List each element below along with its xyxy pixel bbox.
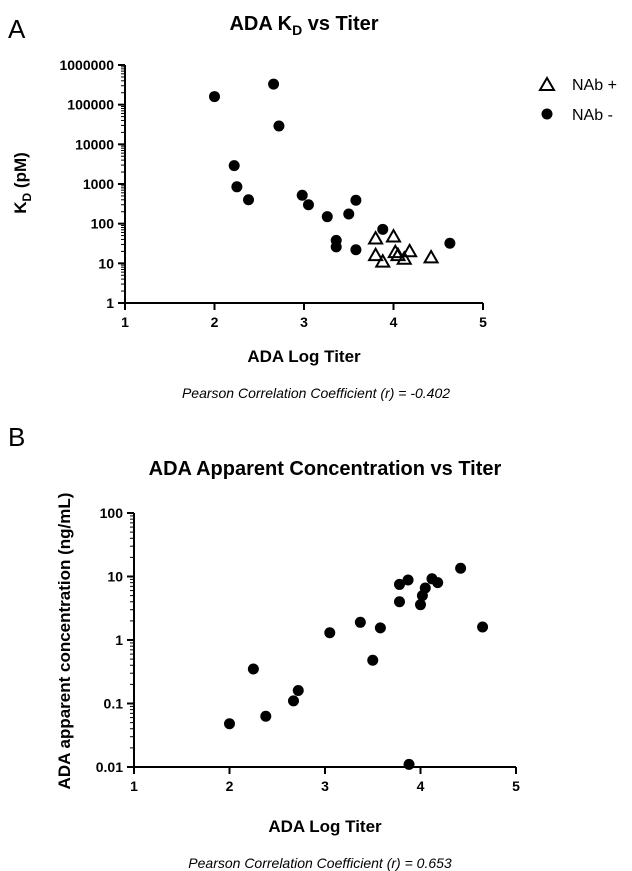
data-point-s1-5 [273,120,285,132]
y-tick-label: 0.1 [104,696,124,712]
data-point-s0-2 [260,710,272,722]
y-tick-label: 1 [115,632,123,648]
x-tick-label: 3 [300,314,308,330]
data-point-s0-15 [419,582,431,594]
x-tick-label: 5 [512,778,520,794]
data-point-s1-14 [377,223,389,235]
y-tick-label: 100000 [67,97,114,113]
data-point-s0-13 [415,599,426,611]
data-point-s0-0 [224,718,235,730]
panel-a-correlation-note: Pearson Correlation Coefficient (r) = -0… [182,385,450,401]
panel-a-ylabel-main: K [11,201,30,214]
data-point-s0-5 [324,627,336,639]
data-point-s1-13 [350,244,362,256]
data-point-s0-2 [374,253,391,268]
data-point-s0-17 [432,577,444,589]
x-tick-label: 3 [321,778,329,794]
data-point-s1-10 [330,241,342,253]
y-tick-label: 10 [98,255,114,271]
data-point-s1-12 [350,194,362,206]
panel-a-axes [124,65,483,304]
data-point-s1-7 [302,199,314,211]
data-point-s0-8 [374,622,386,634]
panel-a-title: ADA KD vs Titer [229,13,378,38]
y-tick-label: 10 [107,569,123,585]
data-point-s0-12 [403,758,415,770]
data-point-s0-3 [287,695,299,707]
legend-triangle-marker [538,76,556,91]
panel-a-title-main: ADA K [229,13,292,35]
panel-a-x-axis-label: ADA Log Titer [247,347,361,366]
data-point-s0-0 [367,230,384,245]
panel-a-y-axis-label: KD (pM) [11,152,34,214]
legend-entry-nab-neg: NAb - [541,107,613,124]
panel-a-points [209,78,456,268]
data-point-s0-1 [367,246,384,262]
x-tick-label: 4 [390,314,398,330]
data-point-s0-7 [401,242,418,258]
panel-b-letter: B [8,422,25,452]
panel-b-points [224,562,489,770]
panel-a-ylabel-rest: (pM) [11,152,30,193]
data-point-s0-6 [354,616,366,628]
data-point-s1-11 [343,208,355,220]
data-point-s0-10 [393,596,405,608]
x-tick-label: 2 [211,314,219,330]
legend-entry-nab-pos: NAb + [538,76,617,94]
data-point-s0-19 [477,621,489,633]
data-point-s0-11 [402,574,414,586]
data-point-s0-4 [292,685,304,697]
y-tick-label: 100 [91,216,115,232]
x-tick-label: 1 [121,314,129,330]
panel-a-y-ticks: 1 10 100 1000 10000 100000 1000000 [59,57,125,311]
x-tick-label: 1 [130,778,138,794]
panel-a-letter: A [8,14,26,44]
data-point-s1-2 [231,181,243,193]
panel-b-axes [133,513,516,768]
panel-b: B ADA Apparent Concentration vs Titer AD… [8,422,520,871]
panel-b-y-ticks: 0.01 0.1 1 10 100 [96,505,134,775]
panel-b-x-axis-label: ADA Log Titer [268,817,382,836]
legend-label-nab-neg: NAb - [572,107,613,124]
data-point-s0-5 [389,246,407,262]
x-tick-label: 5 [479,314,487,330]
y-tick-label: 10000 [75,136,114,152]
y-tick-label: 0.01 [96,759,123,775]
y-tick-label: 1 [106,295,114,311]
data-point-s1-6 [296,189,308,201]
data-point-s1-3 [243,194,255,206]
data-point-s0-7 [367,654,379,666]
panel-b-x-ticks: 1 2 3 4 5 [130,767,520,794]
y-tick-label: 1000000 [59,57,114,73]
y-tick-label: 100 [100,505,124,521]
data-point-s1-8 [321,211,333,223]
data-point-s0-1 [247,663,259,675]
x-tick-label: 2 [226,778,234,794]
data-point-s1-15 [444,237,456,249]
panel-a-ylabel-subscript: D [20,192,34,201]
data-point-s0-8 [422,249,440,264]
legend-label-nab-pos: NAb + [572,77,617,94]
data-point-s0-18 [455,562,467,574]
x-tick-label: 4 [417,778,425,794]
data-point-s1-4 [268,78,280,90]
panel-a-title-subscript: D [292,22,302,38]
panel-a-title-rest: vs Titer [302,13,379,35]
data-point-s0-6 [396,250,413,265]
legend-circle-marker [541,108,553,120]
panel-b-y-axis-label: ADA apparent concentration (ng/mL) [55,493,74,790]
panel-a-x-ticks: 1 2 3 4 5 [121,303,487,330]
panel-a: A ADA KD vs Titer KD (pM) ADA Log Titer … [8,13,617,401]
data-point-s1-1 [228,160,240,172]
panel-b-title: ADA Apparent Concentration vs Titer [149,458,502,480]
panel-a-legend: NAb + NAb - [538,76,617,124]
data-point-s0-3 [385,228,402,243]
data-point-s1-0 [209,91,220,103]
y-tick-label: 1000 [83,176,114,192]
data-point-s0-9 [393,578,405,590]
panel-b-correlation-note: Pearson Correlation Coefficient (r) = 0.… [188,855,452,871]
